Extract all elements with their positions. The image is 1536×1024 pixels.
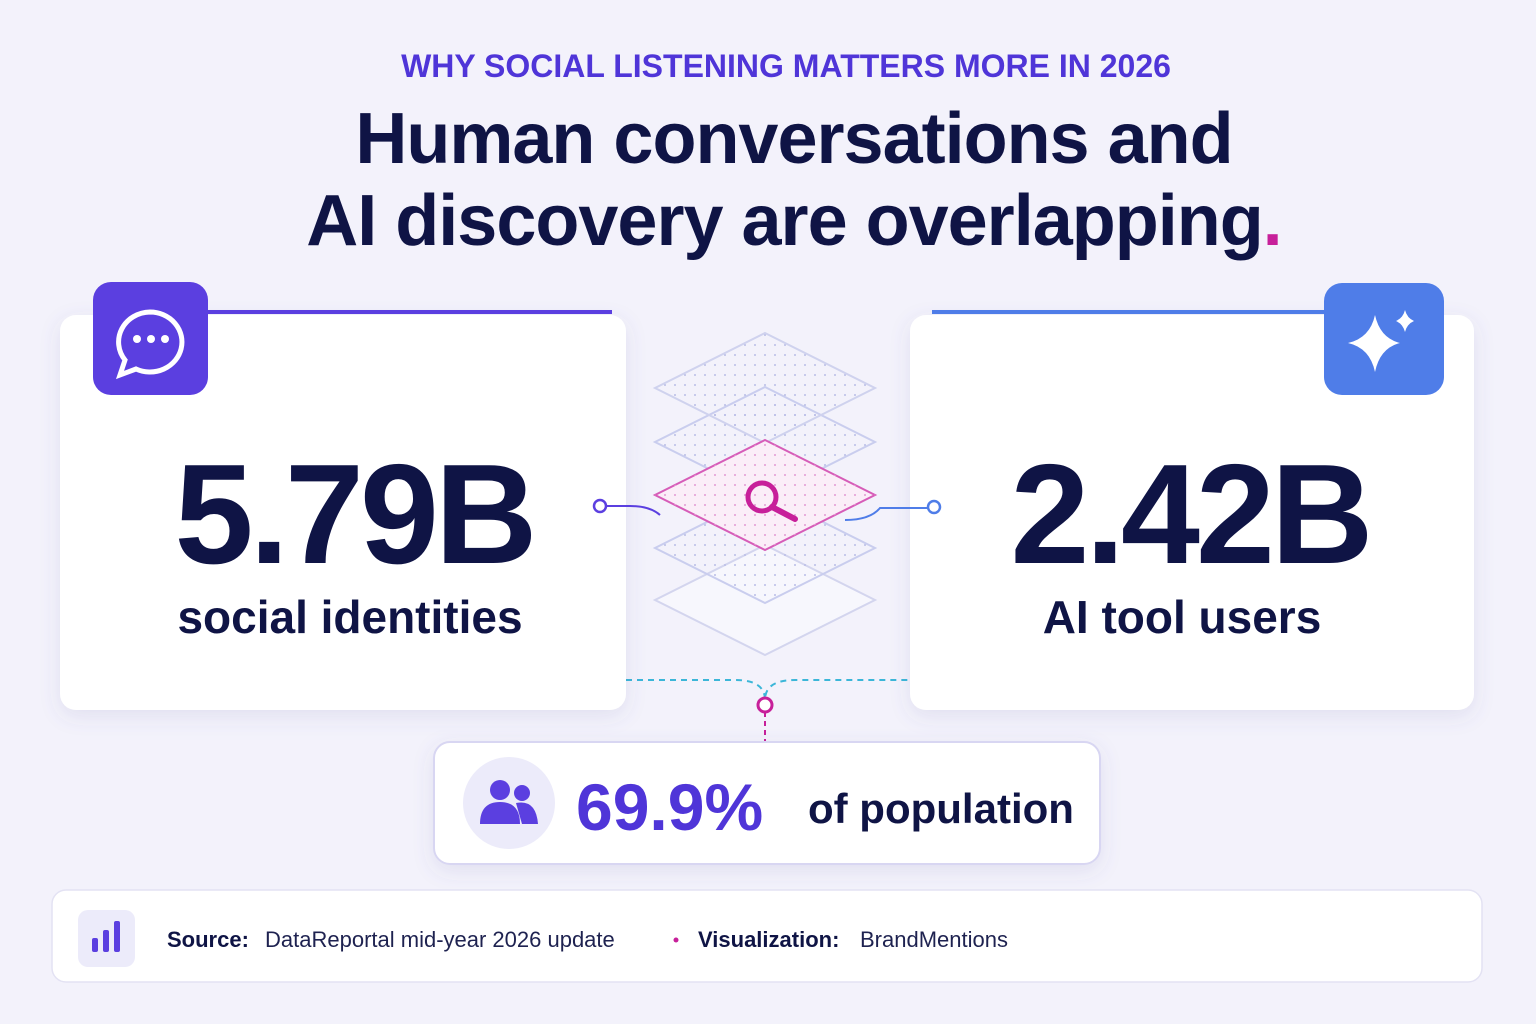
node [756,696,774,714]
separator [673,937,679,943]
overlap-box [433,741,1101,865]
footer-label: Source: [167,927,249,952]
chat-icon [115,309,185,380]
footer-text: BrandMentions [860,927,1008,952]
stat-label: social identities [177,591,522,643]
stat-value: 2.42B [1011,435,1370,594]
overlap-value: 69.9% [576,770,763,844]
eyebrow: WHY SOCIAL LISTENING MATTERS MORE IN 202… [401,48,1171,84]
card [60,315,626,710]
card [910,315,1474,710]
title-line: Human conversations and [355,99,1232,179]
stat-value: 5.79B [175,435,534,594]
title-line: AI discovery are overlapping. [306,181,1281,261]
title-text: AI discovery are overlapping [306,181,1262,261]
sparkle-icon [1348,310,1414,372]
icon-circle [463,757,555,849]
connector [626,679,910,701]
bar-icon [92,921,120,952]
layer-stack [592,331,942,657]
footer-label: Visualization: [698,927,839,952]
footer-text: DataReportal mid-year 2026 update [265,927,615,952]
stat-label: AI tool users [1043,591,1322,643]
people-icon [480,780,538,824]
title-accent: . [1263,181,1282,261]
overlap-label: of population [808,785,1074,832]
footer [51,889,1483,983]
